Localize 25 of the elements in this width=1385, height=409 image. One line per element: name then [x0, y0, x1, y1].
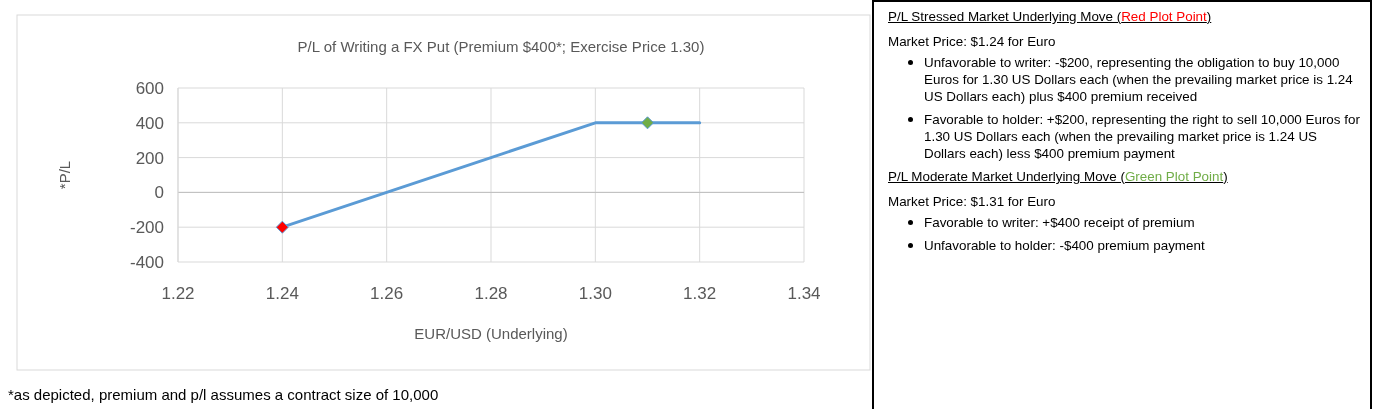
x-tick-label: 1.32 [683, 284, 717, 303]
text: P/L Stressed Market Underlying Move (Red Plot Point) [888, 8, 1213, 25]
x-axis-title: EUR/USD (Underlying) [414, 325, 568, 342]
y-tick-label: 600 [135, 78, 164, 98]
text: Unfavorable to holder: -$400 premium payment [924, 237, 1205, 254]
y-tick-label: 0 [154, 183, 164, 203]
y-axis-title: *P/L [56, 160, 73, 190]
x-tick-label: 1.22 [161, 284, 195, 303]
x-tick-label: 1.28 [474, 284, 508, 303]
text: Market Price: $1.31 for Euro [888, 193, 1057, 210]
text: P/L Moderate Market Underlying Move (Green Plot Point) [888, 168, 1229, 185]
text: Favorable to holder: +$200, representing the right to sell 10,000 Euros for 1.30 US Dollars each (when the prevailing market price is 1.24 US Dollars each) less $400 premium payment [924, 111, 1361, 162]
chart-title: P/L of Writing a FX Put (Premium $400*; Exercise Price 1.30) [297, 38, 705, 55]
text: Market Price: $1.24 for Euro [888, 33, 1057, 50]
y-tick-label: 400 [135, 113, 164, 133]
y-tick-label: -400 [129, 252, 164, 272]
y-tick-label: -200 [129, 218, 164, 238]
text: Favorable to writer: +$400 receipt of premium [924, 214, 1195, 231]
y-tick-label: 200 [135, 148, 164, 168]
text: *as depicted, premium and p/l assumes a contract size of 10,000 [8, 386, 439, 403]
text: Unfavorable to writer: -$200, representing the obligation to buy 10,000 Euros for 1.30 US Dollars each (when the prevailing market price is 1.24 US Dollars each) plus $400 premium received [924, 54, 1354, 105]
x-tick-label: 1.24 [265, 284, 299, 303]
x-tick-label: 1.34 [787, 284, 821, 303]
x-tick-label: 1.30 [578, 284, 612, 303]
x-tick-label: 1.26 [370, 284, 404, 303]
